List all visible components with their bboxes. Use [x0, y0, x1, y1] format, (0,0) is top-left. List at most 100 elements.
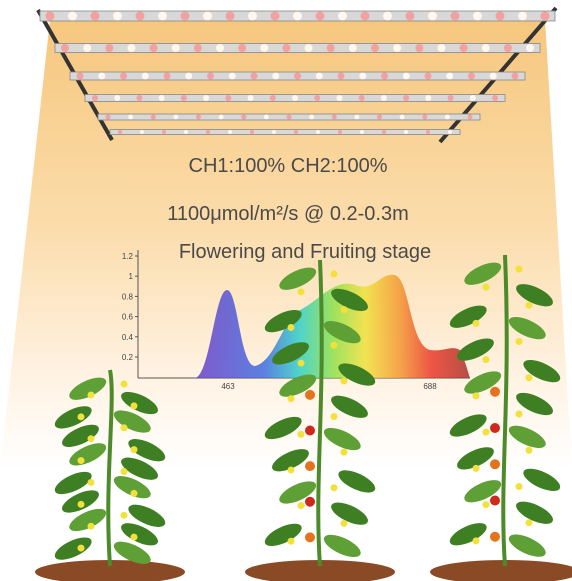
flower: [287, 537, 295, 545]
led: [203, 95, 210, 101]
leaf: [323, 534, 361, 558]
led: [171, 44, 180, 52]
led: [371, 44, 379, 52]
ppfd-text: 1100μmol/m²/s @ 0.2-0.3m: [167, 203, 409, 225]
led: [241, 114, 247, 120]
tomato: [305, 425, 315, 436]
flower: [472, 537, 480, 545]
led: [492, 95, 498, 101]
tomato: [490, 495, 500, 506]
flower: [525, 301, 533, 309]
flower: [330, 341, 338, 349]
leaf: [338, 363, 376, 386]
led: [316, 130, 320, 134]
led: [149, 44, 158, 52]
leaf: [464, 262, 502, 285]
led: [426, 130, 430, 134]
stage-text: Flowering and Fruiting stage: [179, 241, 431, 263]
led: [185, 72, 193, 80]
led: [203, 11, 212, 21]
led: [338, 130, 342, 134]
stem: [316, 259, 324, 567]
led: [495, 11, 505, 21]
plants: [35, 254, 572, 581]
led: [380, 95, 387, 101]
led: [292, 95, 298, 101]
led: [446, 72, 454, 80]
led: [338, 11, 347, 21]
leaf: [457, 447, 494, 470]
led: [331, 114, 337, 120]
led: [193, 44, 202, 52]
flower: [120, 468, 128, 475]
led: [437, 44, 446, 52]
flower: [482, 283, 490, 291]
led: [293, 11, 302, 21]
led: [424, 72, 432, 80]
led: [180, 95, 187, 101]
led: [503, 44, 512, 52]
leaf: [279, 374, 317, 397]
led: [405, 11, 415, 21]
led: [518, 11, 527, 21]
led: [120, 72, 127, 80]
flower: [330, 484, 338, 492]
leaf: [516, 284, 553, 307]
flower: [297, 288, 305, 296]
flower: [77, 413, 85, 421]
flower: [330, 413, 338, 420]
led: [136, 95, 143, 101]
led: [118, 130, 122, 134]
light-bar: [54, 43, 541, 53]
leaf: [323, 427, 361, 451]
leaf: [523, 468, 561, 492]
light-bar: [109, 129, 461, 135]
flower: [472, 464, 480, 472]
tomato: [490, 459, 500, 470]
led: [218, 114, 224, 120]
led: [114, 95, 121, 101]
y-tick-label: 1: [129, 272, 134, 281]
y-tick-label: 0.8: [122, 292, 134, 301]
y-tick-label: 0.4: [122, 333, 134, 342]
flower: [130, 533, 138, 541]
leaf: [508, 425, 546, 448]
flower: [472, 319, 480, 327]
led: [540, 11, 550, 21]
led: [481, 44, 490, 52]
leaf: [449, 414, 487, 437]
led: [304, 44, 313, 52]
leaf: [69, 508, 107, 532]
leaf: [113, 476, 151, 499]
led: [326, 44, 335, 52]
led: [381, 72, 388, 80]
led: [173, 114, 179, 120]
led: [45, 11, 55, 21]
led: [444, 114, 450, 120]
leaf: [449, 523, 487, 546]
led: [314, 95, 321, 101]
led: [473, 11, 482, 21]
leaf: [54, 471, 92, 495]
led: [140, 130, 144, 134]
flower: [287, 466, 295, 474]
leaf: [279, 481, 317, 504]
led: [358, 95, 365, 101]
flower: [77, 457, 85, 465]
led: [393, 44, 402, 52]
flower: [515, 265, 523, 273]
led: [450, 11, 460, 21]
led: [447, 95, 454, 101]
led: [511, 72, 519, 80]
led: [76, 72, 84, 80]
leaf: [264, 523, 302, 547]
led: [180, 11, 190, 21]
led: [448, 130, 452, 134]
x-tick-label: 688: [423, 382, 437, 391]
led: [228, 130, 232, 134]
flower: [77, 500, 85, 508]
led: [425, 95, 432, 101]
light-fixture: [36, 6, 558, 144]
led: [127, 44, 136, 52]
